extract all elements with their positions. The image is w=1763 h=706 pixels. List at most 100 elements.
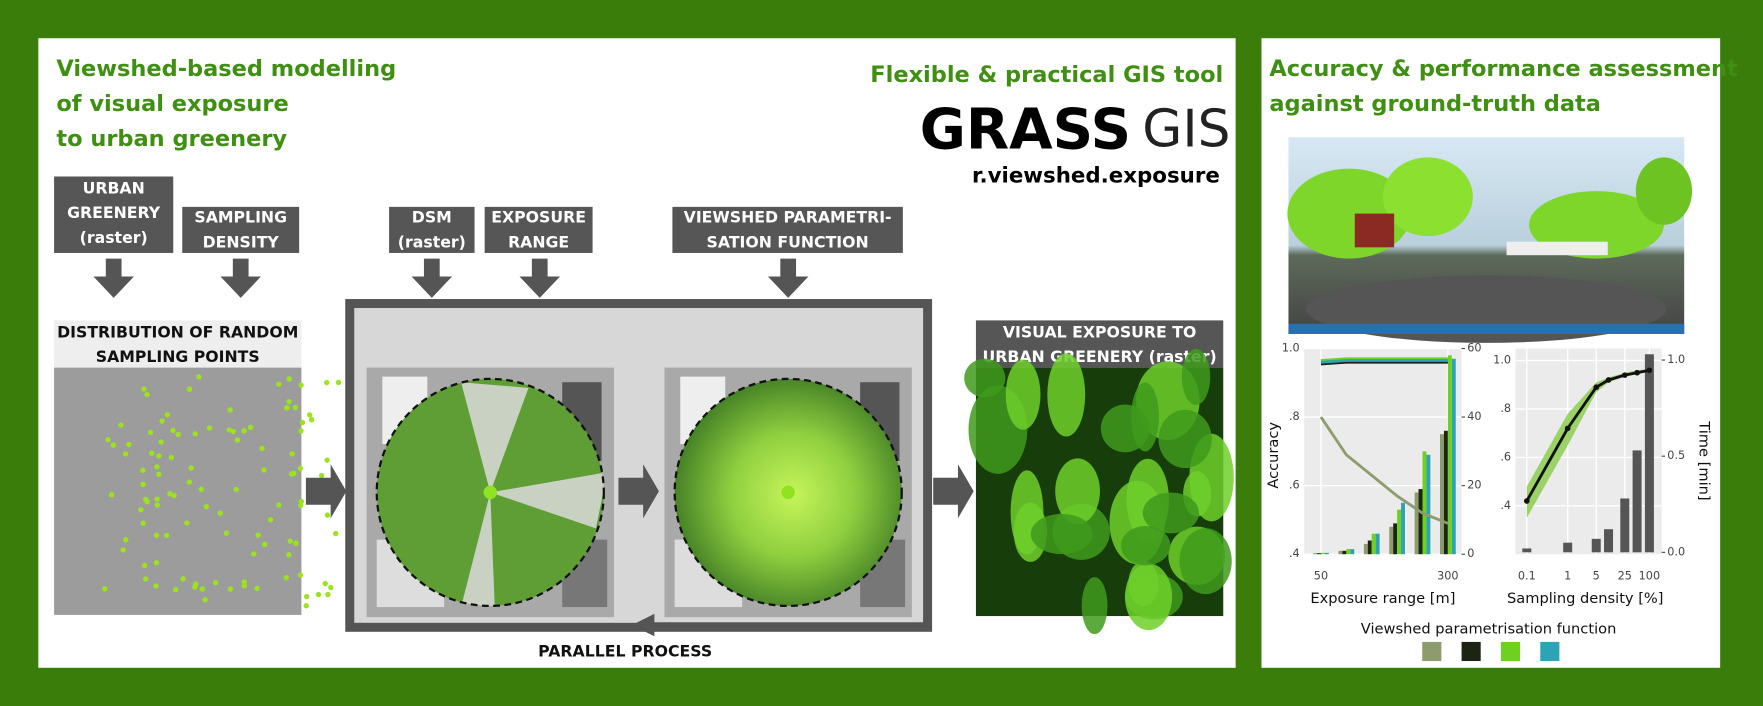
sampling-point <box>306 412 313 418</box>
sampling-point <box>308 417 315 423</box>
title-line: of visual exposure <box>56 91 288 117</box>
sampling-point <box>184 520 190 526</box>
sampling-point <box>120 547 126 553</box>
step-label: DISTRIBUTION OF RANDOM <box>57 322 298 341</box>
title-line: Accuracy & performance assessment <box>1269 56 1738 82</box>
sampling-point <box>292 404 299 411</box>
bar <box>1440 434 1444 555</box>
sampling-point <box>234 437 241 443</box>
input-label: SAMPLING <box>194 208 287 227</box>
bar <box>1604 529 1614 553</box>
sampling-point <box>142 576 149 582</box>
sampling-point <box>283 405 290 411</box>
y2-tick-label: 40 <box>1467 410 1481 423</box>
y2-tick-label: 20 <box>1467 479 1481 492</box>
point <box>1564 425 1571 432</box>
sampling-point <box>154 502 161 508</box>
sampling-point <box>168 454 175 461</box>
bar <box>1422 451 1427 555</box>
input-label: DSM <box>412 208 452 227</box>
sampling-point <box>110 442 116 448</box>
binary-viewshed <box>366 367 614 618</box>
sampling-point <box>335 379 342 386</box>
sampling-point <box>286 552 292 558</box>
sampling-point <box>262 541 268 548</box>
exposure-blob <box>1005 359 1041 430</box>
y2-axis-title: Time [min] <box>1695 420 1712 500</box>
sampling-point <box>289 451 295 457</box>
parallel-label: PARALLEL PROCESS <box>538 642 712 661</box>
sampling-point <box>286 398 292 405</box>
sampling-point <box>324 457 330 463</box>
exposure-blob <box>1081 577 1108 635</box>
step-header <box>975 320 1224 368</box>
sampling-point <box>297 572 304 578</box>
down-arrow <box>93 258 134 298</box>
point <box>1646 367 1653 374</box>
bar <box>1426 454 1431 555</box>
y-tick-label: .4 <box>1289 547 1300 560</box>
exposure-blob <box>1047 353 1086 437</box>
sampling-point <box>241 579 248 585</box>
module-name: r.viewshed.exposure <box>972 164 1220 189</box>
point <box>1621 372 1628 378</box>
point <box>1634 369 1640 376</box>
bar <box>1443 430 1448 555</box>
sampling-point <box>333 530 339 537</box>
sampling-point <box>286 376 293 382</box>
sampling-point <box>140 520 146 526</box>
input-box <box>672 206 903 253</box>
exposure-blob <box>1121 526 1171 566</box>
sampling-point <box>126 441 132 448</box>
sampling-point <box>233 486 239 493</box>
y-tick-label: .8 <box>1500 402 1511 415</box>
line <box>1319 416 1449 525</box>
x-axis-title: Sampling density [%] <box>1507 590 1664 607</box>
sampling-point <box>158 439 164 445</box>
sampling-point <box>283 574 290 581</box>
x-axis-title: Exposure range [m] <box>1310 590 1455 607</box>
input-label: URBAN <box>83 178 145 197</box>
bar <box>1371 533 1376 555</box>
sampling-point <box>267 517 274 523</box>
sampling-point <box>318 472 325 479</box>
sampling-point <box>322 580 328 587</box>
sampling-points <box>101 374 342 609</box>
sampling-point <box>293 540 299 546</box>
sampling-point <box>180 576 186 582</box>
legend <box>1422 641 1560 662</box>
step-label: SAMPLING POINTS <box>96 347 260 366</box>
sampling-point <box>254 585 260 592</box>
sampling-point <box>101 586 108 592</box>
logo-bold: GRASS <box>920 97 1131 162</box>
sampling-point <box>123 537 129 543</box>
sampling-point <box>299 419 306 426</box>
bar <box>1563 542 1573 553</box>
sampling-point <box>315 591 322 598</box>
sampling-point <box>141 562 148 569</box>
bar <box>1393 523 1398 555</box>
line <box>1320 359 1448 364</box>
sampling-point <box>167 491 173 497</box>
inputs: URBAN GREENERY (raster) SAMPLING DENSITY DSM (… <box>54 176 903 298</box>
sampling-point <box>227 586 234 592</box>
input-label: RANGE <box>508 232 569 251</box>
y-tick-label: .6 <box>1289 479 1300 492</box>
sampling-point <box>196 374 202 380</box>
sampling-point <box>153 559 160 566</box>
x-tick-label: 1 <box>1564 570 1571 583</box>
step-label: VISUAL EXPOSURE TO <box>1003 322 1197 341</box>
sampling-point <box>206 425 213 431</box>
sampling-point <box>230 428 236 435</box>
title-line: against ground-truth data <box>1269 91 1601 117</box>
exposure-blob <box>964 358 1006 398</box>
bar <box>1320 552 1325 555</box>
sampling-point <box>140 481 146 488</box>
sampling-map <box>54 367 302 615</box>
bar <box>1375 533 1380 555</box>
sampling-point <box>247 424 254 431</box>
sampling-point <box>193 581 199 587</box>
input-label: EXPOSURE <box>491 208 586 227</box>
sampling-point <box>149 450 155 456</box>
